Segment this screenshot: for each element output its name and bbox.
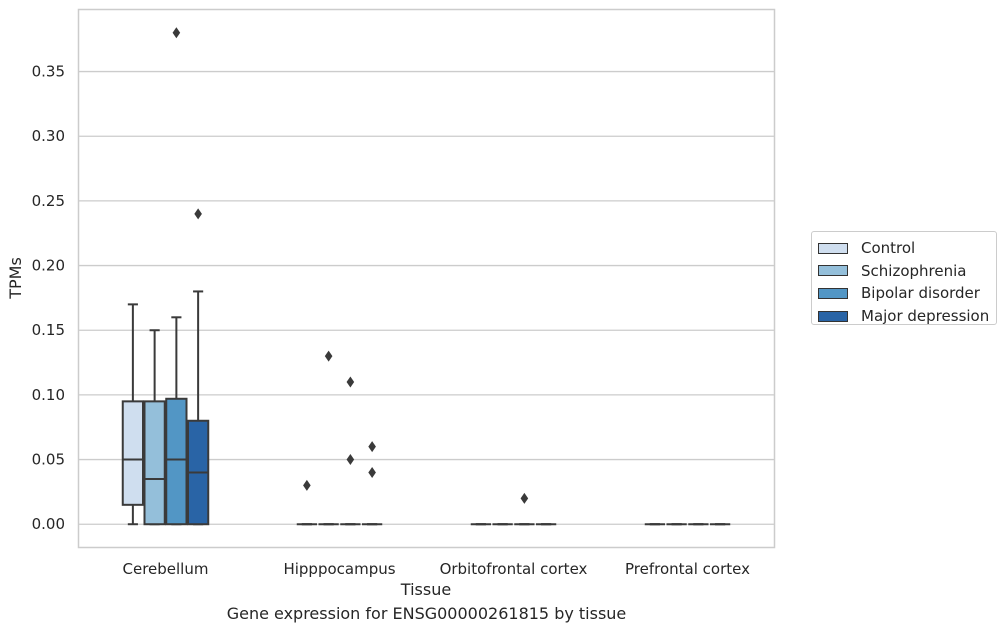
legend: Control Schizophrenia Bipolar disorder M…: [811, 231, 997, 325]
legend-item-bipolar-disorder: Bipolar disorder: [812, 282, 996, 305]
legend-item-schizophrenia: Schizophrenia: [812, 260, 996, 283]
y-tick-label: 0.05: [32, 451, 65, 469]
box-iqr: [165, 397, 188, 526]
legend-swatch-control: [818, 242, 848, 254]
legend-label-major-depression: Major depression: [861, 307, 990, 326]
y-axis-label: TPMs: [6, 257, 25, 300]
legend-label-bipolar-disorder: Bipolar disorder: [861, 284, 980, 303]
y-tick-label: 0.00: [32, 515, 65, 533]
box-iqr: [143, 400, 166, 526]
y-tick-label: 0.35: [32, 63, 65, 81]
y-tick-label: 0.15: [32, 321, 65, 339]
y-tick-labels: 0.00 0.05 0.10 0.15 0.20 0.25 0.30 0.35: [32, 63, 65, 534]
x-axis-label: Tissue: [400, 580, 451, 599]
x-tick-label: Prefrontal cortex: [625, 560, 750, 578]
plot-frame: [77, 8, 776, 549]
box-iqr: [121, 400, 144, 506]
legend-item-control: Control: [812, 237, 996, 260]
x-tick-label: Hipppocampus: [283, 560, 395, 578]
x-tick-labels: Cerebellum Hipppocampus Orbitofrontal cort…: [123, 560, 751, 578]
legend-swatch-major-depression: [818, 310, 848, 322]
outlier-point: [368, 441, 376, 453]
box-group: [318, 350, 339, 526]
outlier-point: [194, 208, 202, 220]
legend-label-control: Control: [861, 239, 916, 258]
box-group: [362, 441, 383, 526]
outlier-point: [520, 492, 529, 504]
legend-label-schizophrenia: Schizophrenia: [861, 261, 967, 280]
box-group: [165, 27, 188, 526]
legend-item-major-depression: Major depression: [812, 305, 996, 328]
outlier-point: [346, 376, 355, 388]
legend-swatch-bipolar-disorder: [818, 287, 848, 299]
outlier-point: [346, 454, 355, 466]
y-tick-label: 0.25: [32, 192, 65, 210]
boxes-layer: [121, 27, 731, 526]
x-tick-label: Cerebellum: [123, 560, 209, 578]
box-group: [340, 376, 361, 526]
outlier-point: [172, 27, 181, 39]
box-group: [187, 208, 210, 526]
chart-caption: Gene expression for ENSG00000261815 by t…: [226, 604, 627, 623]
box-group: [514, 492, 535, 526]
outlier-point: [303, 479, 311, 491]
y-tick-label: 0.10: [32, 386, 65, 404]
x-tick-label: Orbitofrontal cortex: [440, 560, 588, 578]
box-group: [143, 329, 166, 526]
legend-swatch-schizophrenia: [818, 265, 848, 277]
box-group: [121, 303, 144, 526]
y-tick-label: 0.20: [32, 257, 65, 275]
box-group: [296, 479, 317, 526]
outlier-point: [368, 466, 376, 478]
outlier-point: [324, 350, 333, 362]
y-tick-label: 0.30: [32, 127, 65, 145]
